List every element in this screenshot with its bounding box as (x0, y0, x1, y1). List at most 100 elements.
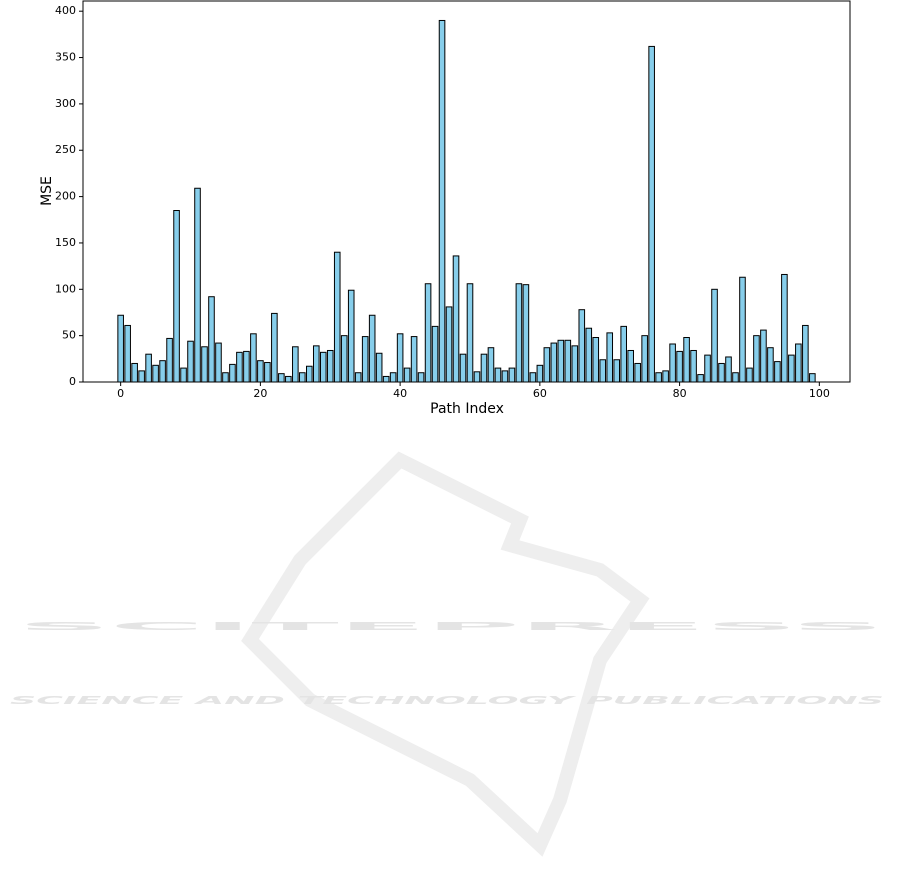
bar (264, 362, 271, 383)
bar (222, 372, 229, 383)
bar (795, 343, 802, 383)
y-axis-title: MSE (39, 176, 55, 206)
bar (361, 336, 369, 383)
bar (466, 283, 474, 383)
bar (417, 372, 425, 383)
bar (515, 283, 523, 383)
y-tick-label: 0 (69, 375, 76, 388)
bar (299, 372, 306, 383)
bar (306, 365, 313, 383)
bar (690, 349, 697, 383)
bar (641, 335, 648, 383)
x-tick-label: 60 (533, 387, 547, 400)
bar (368, 314, 376, 383)
bar (459, 353, 467, 383)
watermark: SCITEPRESS SCIENCE AND TECHNOLOGY PUBLIC… (10, 451, 885, 857)
y-tick-label: 100 (55, 282, 76, 295)
bar (292, 346, 299, 383)
y-tick-label: 350 (55, 51, 76, 64)
bar (627, 349, 634, 383)
bar (704, 354, 711, 383)
bar (746, 367, 753, 383)
bar (445, 306, 453, 383)
bar (229, 363, 236, 383)
bar (326, 349, 334, 383)
bar (585, 327, 593, 383)
bar (243, 350, 250, 383)
bar (152, 364, 159, 383)
watermark-logo (241, 451, 650, 857)
y-tick-label: 50 (62, 329, 76, 342)
bar (494, 367, 502, 383)
y-tick-label: 250 (55, 143, 76, 156)
bar (648, 45, 655, 383)
bar (543, 347, 551, 383)
x-tick-label: 20 (253, 387, 267, 400)
bar (452, 255, 460, 383)
bar (508, 367, 516, 383)
bar (375, 352, 383, 383)
bar (606, 332, 614, 383)
bar (319, 351, 327, 383)
bar (250, 333, 257, 383)
bar (767, 347, 774, 383)
bar (131, 362, 138, 383)
bar (529, 372, 537, 383)
bar (683, 337, 690, 383)
bar (592, 337, 600, 383)
bar (620, 325, 627, 383)
x-tick-label: 40 (393, 387, 407, 400)
watermark-subtitle: SCIENCE AND TECHNOLOGY PUBLICATIONS (10, 694, 884, 707)
bar (396, 333, 404, 383)
bar (487, 347, 495, 383)
bar (676, 350, 683, 383)
bar (613, 359, 621, 383)
bar (382, 375, 390, 383)
bar (166, 337, 173, 383)
bar (124, 324, 131, 383)
bar (564, 339, 572, 383)
bar (257, 360, 264, 383)
bar (424, 283, 432, 383)
bar (215, 342, 222, 383)
bar (725, 356, 732, 383)
bar (201, 346, 208, 383)
bar (802, 324, 809, 383)
bar (753, 335, 760, 383)
bar (312, 345, 320, 383)
bar (662, 370, 669, 383)
x-axis-title: Path Index (430, 401, 504, 417)
bar (438, 19, 446, 383)
x-tick-label: 80 (673, 387, 687, 400)
y-tick-label: 400 (55, 4, 76, 17)
bar (599, 359, 607, 383)
bar (340, 335, 348, 383)
bar (739, 276, 746, 383)
bar (522, 284, 530, 383)
x-tick-label: 100 (809, 387, 830, 400)
bar (117, 314, 124, 383)
bar (578, 309, 586, 383)
bar (550, 342, 558, 383)
bar (208, 296, 215, 383)
bar (194, 187, 201, 383)
bar (473, 371, 481, 383)
bar (788, 354, 795, 383)
bar (159, 360, 166, 383)
bar (781, 273, 788, 383)
bar (403, 367, 411, 383)
y-tick-label: 150 (55, 236, 76, 249)
bar (145, 353, 152, 383)
watermark-title: SCITEPRESS (18, 620, 885, 633)
bar (431, 325, 439, 383)
bar (333, 251, 341, 383)
bar (697, 374, 704, 383)
bar (271, 312, 278, 383)
bar (480, 353, 488, 383)
bar (236, 351, 243, 383)
bar (347, 289, 355, 383)
bar (571, 345, 579, 383)
bar (732, 372, 739, 383)
bar (389, 372, 397, 383)
